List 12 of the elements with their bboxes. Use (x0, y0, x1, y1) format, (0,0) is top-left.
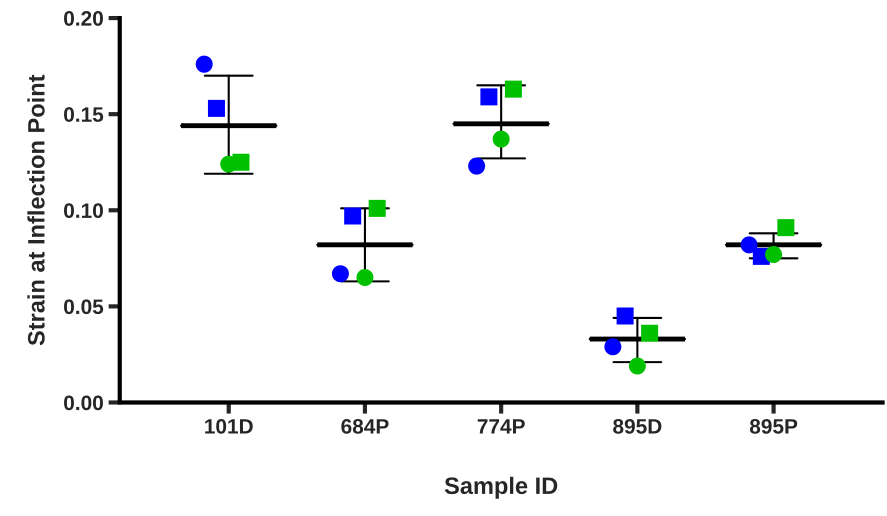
x-tick-label: 774P (478, 419, 525, 434)
y-tick-label: 0.05 (64, 299, 104, 314)
x-tick-label: 895P (750, 419, 798, 434)
y-tick-label: 0.20 (64, 11, 103, 26)
y-tick-label: 0.00 (64, 395, 103, 410)
y-tick-label: 0.10 (64, 203, 103, 218)
y-axis-title: Strain at Inflection Point (27, 74, 45, 346)
x-tick-label: 101D (205, 419, 253, 434)
x-tick-label: 895D (613, 419, 662, 434)
y-tick-label: 0.15 (64, 107, 104, 122)
x-tick-label: 684P (341, 419, 389, 434)
x-axis-title: Sample ID (444, 476, 558, 499)
